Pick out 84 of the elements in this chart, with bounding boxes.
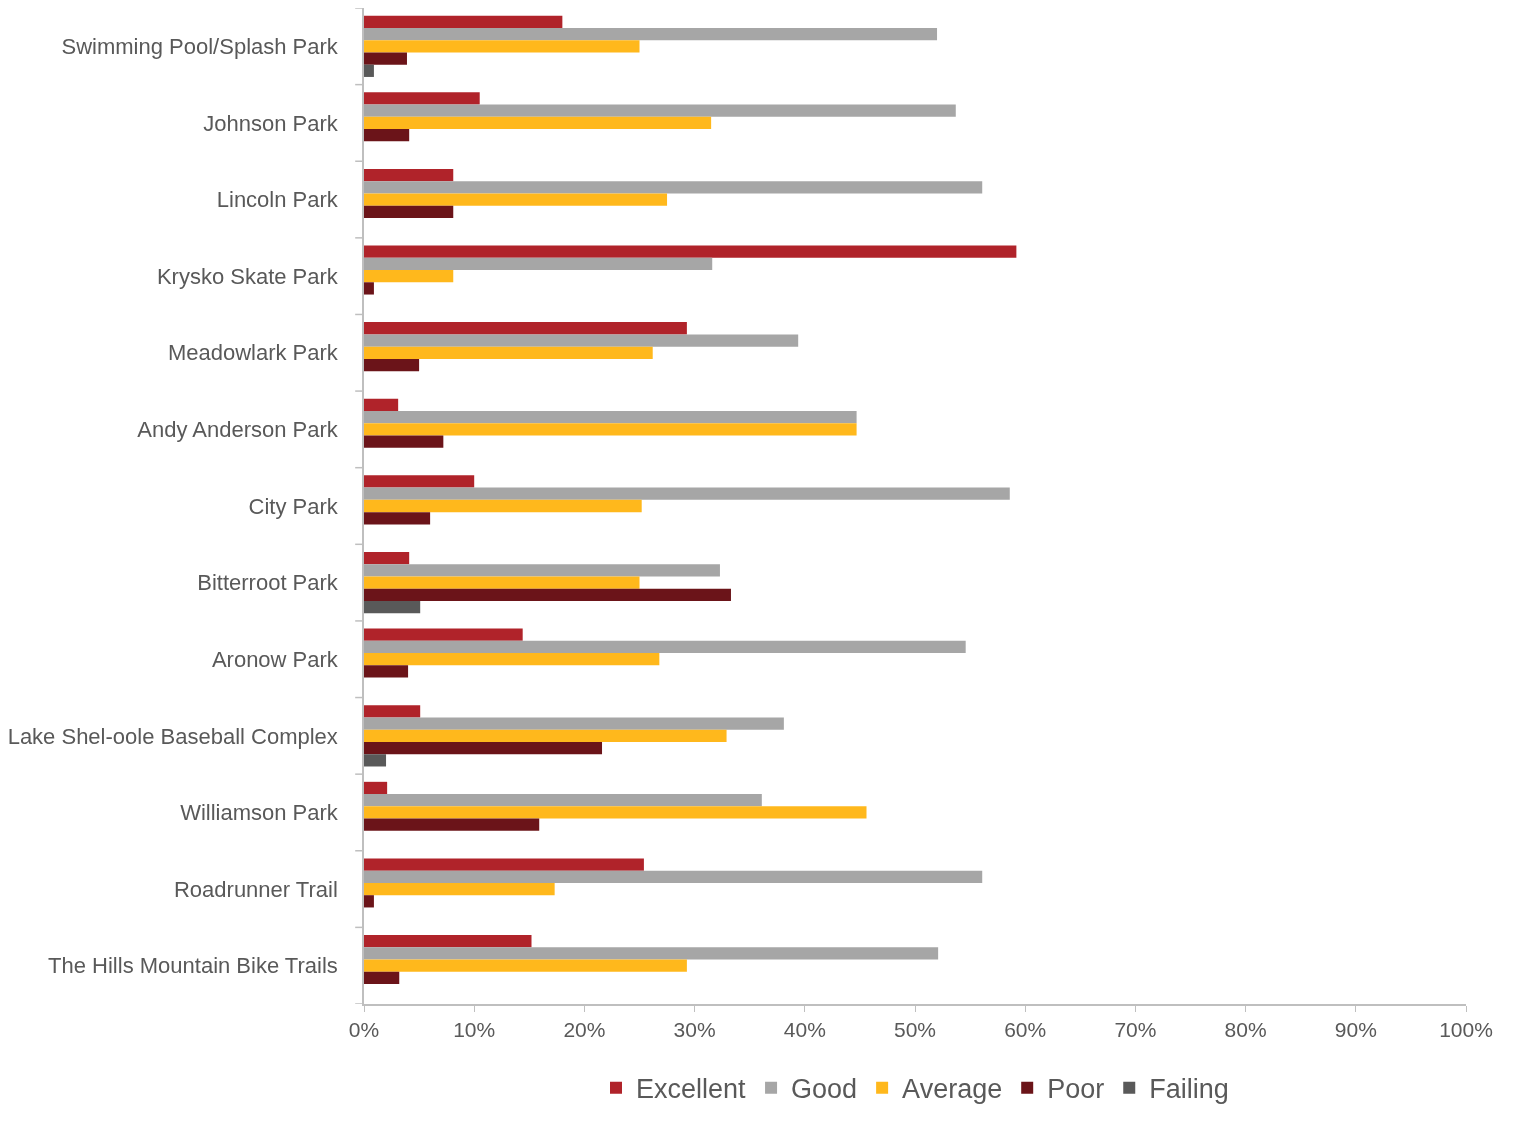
- bar: [364, 947, 939, 960]
- x-tick-label: 30%: [673, 1017, 716, 1041]
- x-tick-label: 100%: [1439, 1017, 1493, 1041]
- bar: [364, 551, 410, 565]
- bar: [364, 640, 966, 654]
- bar: [364, 104, 956, 117]
- bar: [364, 205, 454, 218]
- bar: [364, 270, 454, 283]
- y-tick-label: Lincoln Park: [216, 187, 339, 213]
- bar: [364, 895, 374, 908]
- bar: [364, 411, 857, 424]
- bar: [364, 181, 983, 194]
- bar: [364, 729, 727, 742]
- y-tick-label: Krysko Skate Park: [156, 263, 339, 289]
- y-tick-label: Roadrunner Trail: [173, 876, 338, 902]
- bar: [364, 717, 784, 730]
- bar: [364, 27, 938, 41]
- bar: [364, 346, 653, 359]
- x-tick-label: 80%: [1224, 1017, 1267, 1041]
- y-tick-label: Andy Anderson Park: [137, 417, 339, 443]
- bar: [364, 40, 640, 53]
- y-tick-label: The Hills Mountain Bike Trails: [48, 953, 338, 979]
- bar: [364, 475, 475, 488]
- bar: [364, 882, 555, 896]
- y-tick-label: Bitterroot Park: [197, 570, 339, 596]
- y-tick-label: City Park: [248, 493, 339, 519]
- x-tick-label: 70%: [1114, 1017, 1157, 1041]
- legend-label: Good: [791, 1074, 858, 1105]
- x-tick-label: 10%: [453, 1017, 496, 1041]
- bar: [364, 628, 523, 641]
- bar: [364, 653, 660, 666]
- bar: [364, 601, 421, 614]
- bar: [364, 870, 983, 883]
- bar: [364, 959, 687, 972]
- bar: [364, 858, 644, 871]
- x-tick-label: 60%: [1004, 1017, 1047, 1041]
- bar: [364, 358, 420, 372]
- bar: [364, 794, 762, 807]
- bar: [364, 781, 388, 795]
- legend-label: Failing: [1149, 1074, 1229, 1105]
- bar: [364, 665, 409, 678]
- bar: [364, 398, 399, 411]
- y-tick-label: Aronow Park: [211, 646, 339, 672]
- x-tick-label: 20%: [563, 1017, 606, 1041]
- bar: [364, 754, 387, 767]
- y-tick-label: Williamson Park: [180, 800, 339, 826]
- bar: [364, 193, 668, 206]
- y-tick-label: Lake Shel-oole Baseball Complex: [7, 723, 338, 749]
- bar: [364, 334, 799, 347]
- legend-label: Poor: [1047, 1074, 1105, 1105]
- bar: [364, 971, 400, 985]
- bar: [364, 588, 731, 601]
- bar: [364, 705, 421, 718]
- bar: [364, 52, 407, 65]
- bar: [364, 116, 712, 130]
- bar: [364, 168, 454, 182]
- bar: [364, 499, 642, 513]
- bar: [364, 935, 532, 948]
- y-tick-label: Swimming Pool/Splash Park: [61, 34, 339, 60]
- bar: [364, 806, 867, 819]
- bar: [364, 92, 480, 105]
- y-tick-label: Meadowlark Park: [167, 340, 339, 366]
- bar: [364, 282, 374, 295]
- bar: [364, 15, 563, 28]
- bar: [364, 257, 713, 271]
- x-tick-label: 40%: [783, 1017, 826, 1041]
- bar: [364, 64, 374, 77]
- bar: [364, 512, 431, 525]
- bar: [364, 435, 444, 448]
- bar: [364, 423, 857, 436]
- bar: [364, 245, 1017, 258]
- bar: [364, 741, 603, 755]
- y-tick-label: Johnson Park: [203, 110, 339, 136]
- legend-label: Average: [902, 1074, 1003, 1105]
- legend-label: Excellent: [636, 1074, 747, 1105]
- x-tick-label: 50%: [893, 1017, 937, 1041]
- bar: [364, 818, 540, 831]
- bar: [364, 487, 1010, 500]
- bar: [364, 129, 410, 142]
- bar: [364, 564, 720, 577]
- bar: [364, 576, 640, 589]
- bar: [364, 322, 687, 335]
- x-tick-label: 90%: [1334, 1017, 1377, 1041]
- x-tick-label: 0%: [348, 1017, 380, 1041]
